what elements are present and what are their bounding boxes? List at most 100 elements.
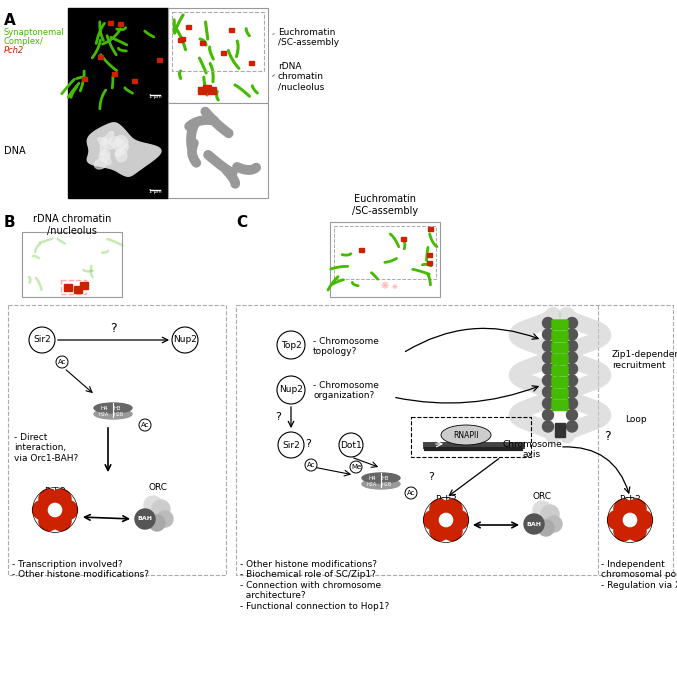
Bar <box>108 21 112 25</box>
Circle shape <box>443 521 462 541</box>
Polygon shape <box>87 123 161 176</box>
Circle shape <box>567 421 577 432</box>
Circle shape <box>538 520 554 536</box>
Circle shape <box>39 489 58 509</box>
Circle shape <box>624 514 636 527</box>
Circle shape <box>277 376 305 404</box>
Bar <box>200 40 205 44</box>
Circle shape <box>542 375 554 386</box>
FancyBboxPatch shape <box>552 400 568 411</box>
Text: rDNA
chromatin
/nucleolus: rDNA chromatin /nucleolus <box>278 62 324 92</box>
Bar <box>98 55 104 59</box>
Bar <box>157 58 162 62</box>
Text: Pch2: Pch2 <box>4 46 24 55</box>
Circle shape <box>614 521 633 541</box>
Bar <box>68 103 168 198</box>
Circle shape <box>607 510 627 530</box>
Text: B: B <box>4 215 16 230</box>
Text: - Chromosome
topology?: - Chromosome topology? <box>313 337 379 357</box>
Text: rDNA chromatin
/nucleolus: rDNA chromatin /nucleolus <box>32 214 111 235</box>
Text: H2B: H2B <box>114 411 125 417</box>
Bar <box>61 280 86 294</box>
Bar <box>180 37 185 41</box>
Circle shape <box>157 511 173 527</box>
Bar <box>112 72 117 76</box>
Text: Ac: Ac <box>141 422 149 428</box>
Text: H2B: H2B <box>382 481 392 486</box>
Ellipse shape <box>115 145 129 157</box>
FancyBboxPatch shape <box>552 331 568 342</box>
Ellipse shape <box>113 139 126 151</box>
Text: H2A: H2A <box>367 481 377 486</box>
Bar <box>330 222 440 297</box>
Text: Nup2: Nup2 <box>173 336 197 344</box>
Bar <box>334 226 436 279</box>
Ellipse shape <box>110 137 121 147</box>
Circle shape <box>567 352 577 363</box>
Circle shape <box>39 512 58 531</box>
Text: C: C <box>236 215 247 230</box>
Circle shape <box>58 501 77 520</box>
Text: H3: H3 <box>382 475 390 481</box>
Text: Top2: Top2 <box>281 340 301 349</box>
Bar <box>186 25 192 29</box>
Text: ❋: ❋ <box>392 284 398 290</box>
Circle shape <box>443 499 462 518</box>
Text: - Direct
interaction,
via Orc1-BAH?: - Direct interaction, via Orc1-BAH? <box>14 433 79 463</box>
Circle shape <box>144 496 162 514</box>
Text: BAH: BAH <box>527 522 542 527</box>
Ellipse shape <box>362 479 400 489</box>
Text: - Independent
chromosomal pool?
- Regulation via Xrs2?: - Independent chromosomal pool? - Regula… <box>601 560 677 590</box>
Circle shape <box>542 364 554 374</box>
Circle shape <box>533 501 551 519</box>
Text: H4: H4 <box>368 475 376 481</box>
Text: ?: ? <box>305 439 311 449</box>
Text: 1 µm: 1 µm <box>149 94 162 99</box>
Circle shape <box>542 318 554 329</box>
Circle shape <box>424 510 443 530</box>
Text: RNAPII: RNAPII <box>453 430 479 439</box>
Ellipse shape <box>94 403 132 413</box>
Ellipse shape <box>100 149 110 162</box>
Bar <box>236 305 673 575</box>
Circle shape <box>48 503 62 516</box>
Text: Loop: Loop <box>625 415 647 424</box>
Bar <box>168 8 268 103</box>
Circle shape <box>51 489 71 509</box>
Circle shape <box>277 331 305 359</box>
Circle shape <box>567 318 577 329</box>
Bar <box>427 261 433 265</box>
Circle shape <box>405 487 417 499</box>
Text: H3: H3 <box>114 406 122 411</box>
Bar <box>427 253 432 257</box>
Text: Ac: Ac <box>407 490 415 496</box>
Circle shape <box>541 505 559 523</box>
Bar <box>118 22 123 26</box>
Circle shape <box>567 375 577 386</box>
FancyBboxPatch shape <box>552 378 568 387</box>
Ellipse shape <box>94 158 107 169</box>
Circle shape <box>439 514 453 527</box>
Bar <box>8 305 226 575</box>
Bar <box>83 77 87 81</box>
Bar <box>172 12 264 71</box>
Text: - Other histone modifications?
- Biochemical role of SC/Zip1?
- Connection with : - Other histone modifications? - Biochem… <box>240 560 389 610</box>
Circle shape <box>278 432 304 458</box>
Text: Ac: Ac <box>58 359 66 365</box>
Circle shape <box>567 387 577 398</box>
FancyBboxPatch shape <box>552 320 568 330</box>
Bar <box>74 286 82 293</box>
Text: Sir2: Sir2 <box>33 336 51 344</box>
Circle shape <box>339 433 363 457</box>
Circle shape <box>29 327 55 353</box>
Circle shape <box>305 459 317 471</box>
Text: Pch2: Pch2 <box>435 495 457 504</box>
FancyBboxPatch shape <box>552 389 568 399</box>
Text: ❋: ❋ <box>381 281 389 291</box>
Ellipse shape <box>115 149 122 157</box>
Bar <box>203 85 211 92</box>
Text: ?: ? <box>110 322 117 335</box>
Circle shape <box>152 500 170 518</box>
Text: 1 µm: 1 µm <box>149 189 162 194</box>
Bar <box>249 61 255 65</box>
